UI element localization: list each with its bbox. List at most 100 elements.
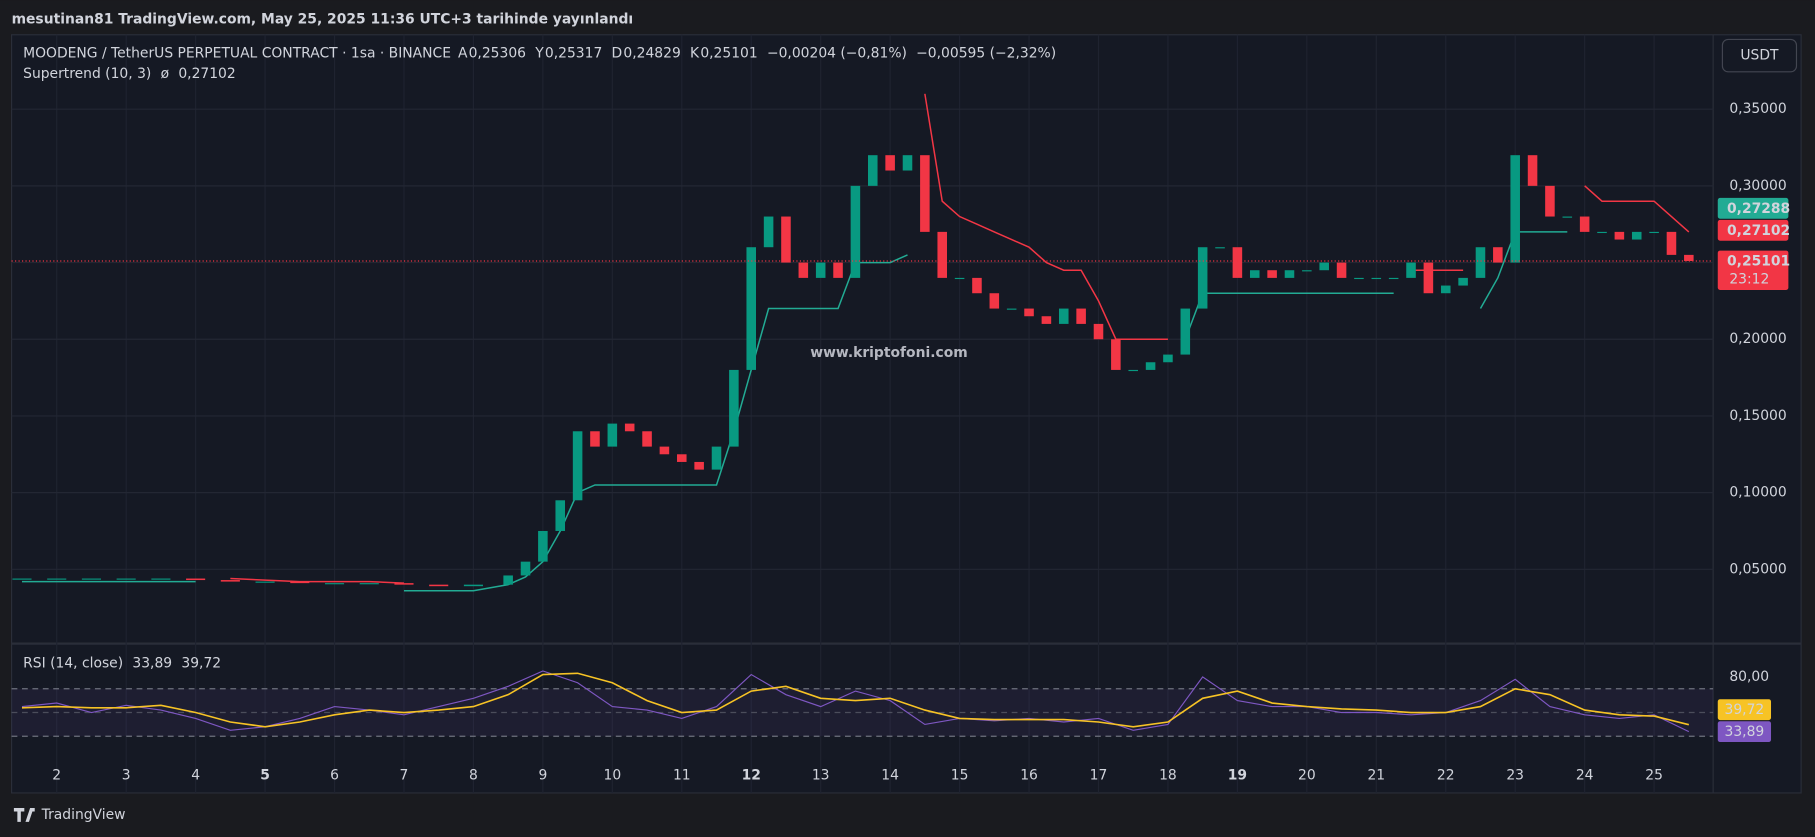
candle xyxy=(694,461,704,470)
x-tick-label: 14 xyxy=(881,768,899,784)
x-tick-label: 8 xyxy=(469,768,478,784)
candle xyxy=(1579,216,1590,232)
rsi-tag-label: 33,89 xyxy=(1725,724,1765,740)
x-tick-label: 17 xyxy=(1090,768,1108,784)
candle xyxy=(290,581,310,584)
candle xyxy=(1093,323,1104,340)
x-tick-label: 16 xyxy=(1020,768,1038,784)
y-tick-label: 0,05000 xyxy=(1729,561,1786,577)
symbol-title: MOODENG / TetherUS PERPETUAL CONTRACT · … xyxy=(23,45,451,61)
candle xyxy=(538,530,548,562)
candle xyxy=(989,293,1000,309)
candle xyxy=(186,578,206,581)
candle xyxy=(1197,247,1208,309)
supertrend-up xyxy=(21,231,1568,592)
candle xyxy=(1440,285,1451,294)
candle xyxy=(937,231,948,278)
candle xyxy=(1128,369,1138,372)
x-tick-label: 2 xyxy=(52,768,61,784)
candle xyxy=(746,247,757,370)
candle xyxy=(1527,155,1538,186)
footer-brand: TradingView xyxy=(41,807,126,823)
candle xyxy=(1597,231,1607,234)
currency-button[interactable] xyxy=(1721,38,1798,73)
candle xyxy=(81,578,101,580)
ohlc-key: K xyxy=(690,45,700,61)
watermark: www.kriptofoni.com xyxy=(810,345,967,361)
candle xyxy=(1354,277,1364,280)
ohlc-value: 0,25317 xyxy=(545,45,602,61)
candle xyxy=(920,155,930,232)
candle xyxy=(359,583,379,585)
candle xyxy=(47,578,67,580)
candle xyxy=(1232,247,1243,278)
x-tick-label: 20 xyxy=(1298,768,1316,784)
candle xyxy=(642,431,652,447)
rsi-line xyxy=(21,670,1690,733)
candle xyxy=(1458,277,1468,286)
candle xyxy=(555,500,566,531)
rsi-y-tick-label: 80,00 xyxy=(1729,669,1769,685)
candle xyxy=(520,561,531,576)
price-tag xyxy=(1717,219,1789,241)
x-tick-label: 10 xyxy=(604,768,622,784)
candle xyxy=(954,277,965,280)
indicator-value: 0,27102 xyxy=(178,66,235,82)
price-tag-label: 0,27288 xyxy=(1727,201,1790,217)
y-tick-label: 0,15000 xyxy=(1729,408,1786,424)
x-tick-label: 9 xyxy=(538,768,547,784)
candle xyxy=(885,155,895,171)
candle xyxy=(1336,262,1347,278)
candle xyxy=(1163,354,1173,363)
x-tick-label: 21 xyxy=(1367,768,1385,784)
rsi-title: RSI (14, close) xyxy=(23,655,123,671)
supertrend-down xyxy=(230,93,1690,584)
rsi-tag xyxy=(1717,699,1772,721)
candle xyxy=(1267,270,1277,278)
candle xyxy=(1371,277,1382,280)
y-tick-label: 0,20000 xyxy=(1729,331,1786,347)
y-tick-label: 0,30000 xyxy=(1729,178,1786,194)
x-tick-label: 18 xyxy=(1159,768,1177,784)
candle xyxy=(572,431,583,501)
candle xyxy=(12,578,32,580)
candle xyxy=(1111,339,1121,370)
rsi-tag xyxy=(1717,721,1772,743)
candle xyxy=(833,262,843,278)
candle xyxy=(1614,231,1625,240)
y-tick-label: 0,10000 xyxy=(1729,485,1786,501)
candle xyxy=(711,446,722,470)
currency-button-label[interactable]: USDT xyxy=(1740,48,1779,64)
candle xyxy=(677,454,687,462)
candle xyxy=(972,277,982,294)
candle xyxy=(798,262,809,278)
price-tag xyxy=(1717,197,1789,219)
candle xyxy=(1684,254,1694,262)
candle xyxy=(220,580,240,582)
price-change: −0,00595 (−2,32%) xyxy=(916,45,1056,61)
candle xyxy=(1302,270,1312,272)
candle xyxy=(763,216,774,248)
logo-shape xyxy=(13,808,35,822)
ohlc-key: D xyxy=(612,45,623,61)
rsi-legend-value: 33,89 xyxy=(132,655,172,671)
candle xyxy=(116,578,136,580)
candle xyxy=(867,155,878,186)
candle xyxy=(1319,262,1329,271)
candle xyxy=(1545,185,1555,217)
candle xyxy=(729,369,739,447)
ohlc-value: 0,24829 xyxy=(623,45,680,61)
candle xyxy=(659,446,670,455)
candle xyxy=(1180,308,1191,355)
candle xyxy=(1058,308,1069,324)
candle xyxy=(429,584,449,587)
x-tick-label: 25 xyxy=(1645,768,1663,784)
candle xyxy=(1423,262,1434,294)
ohlc-value: 0,25101 xyxy=(700,45,757,61)
candle xyxy=(1284,270,1295,278)
candle xyxy=(1649,231,1659,234)
candle xyxy=(1006,308,1017,310)
x-tick-label: 13 xyxy=(812,768,830,784)
ohlc-key: Y xyxy=(534,45,544,61)
